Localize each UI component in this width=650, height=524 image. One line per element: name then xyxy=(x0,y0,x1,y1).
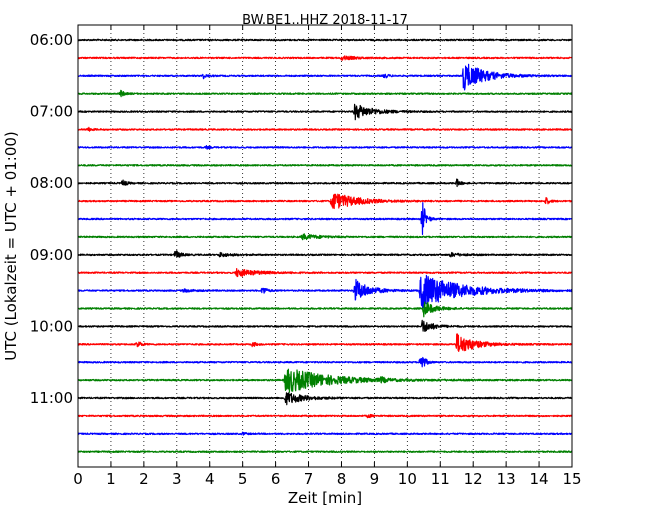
x-tick-label: 13 xyxy=(497,470,516,488)
x-tick-label: 7 xyxy=(304,470,314,488)
trace-group xyxy=(77,38,573,453)
trace-0745 xyxy=(77,164,573,167)
x-axis: 0 1 2 3 4 5 6 7 8 9 10 11 12 13 14 15 xyxy=(73,25,582,488)
y-tick-label: 08:00 xyxy=(30,174,73,192)
trace-0900 xyxy=(77,250,573,258)
trace-0930 xyxy=(77,274,573,310)
y-tick-label: 11:00 xyxy=(30,389,73,407)
x-tick-label: 1 xyxy=(106,470,116,488)
trace-0815 xyxy=(77,193,573,210)
trace-0845 xyxy=(77,233,573,241)
trace-1100 xyxy=(77,392,573,406)
trace-1145 xyxy=(77,450,573,453)
x-tick-label: 10 xyxy=(398,470,417,488)
y-axis-label: UTC (Lokalzeit = UTC + 01:00) xyxy=(2,131,20,361)
y-tick-label: 10:00 xyxy=(30,317,73,335)
x-tick-label: 5 xyxy=(238,470,248,488)
y-tick-label: 09:00 xyxy=(30,246,73,264)
x-tick-label: 8 xyxy=(337,470,347,488)
trace-0600 xyxy=(77,38,573,42)
x-tick-label: 14 xyxy=(530,470,549,488)
x-tick-label: 9 xyxy=(370,470,380,488)
trace-0615 xyxy=(77,55,573,61)
grid-lines xyxy=(110,25,540,467)
trace-1015 xyxy=(77,333,573,352)
x-tick-label: 11 xyxy=(431,470,450,488)
trace-0915 xyxy=(77,268,573,278)
x-tick-label: 15 xyxy=(562,470,581,488)
x-tick-label: 6 xyxy=(271,470,281,488)
y-axis: 06:00 07:00 08:00 09:00 10:00 11:00 xyxy=(30,31,572,407)
trace-0730 xyxy=(77,145,573,150)
trace-0630 xyxy=(77,63,573,91)
trace-0645 xyxy=(77,89,573,98)
trace-0945 xyxy=(77,301,573,318)
y-tick-label: 07:00 xyxy=(30,103,73,121)
trace-1115 xyxy=(77,413,573,419)
trace-0700 xyxy=(77,103,573,121)
x-axis-label: Zeit [min] xyxy=(288,489,362,507)
trace-1000 xyxy=(77,319,573,332)
trace-0715 xyxy=(77,126,573,132)
x-tick-label: 3 xyxy=(172,470,182,488)
trace-1130 xyxy=(77,431,573,436)
x-tick-label: 2 xyxy=(139,470,149,488)
x-tick-label: 12 xyxy=(464,470,483,488)
y-tick-label: 06:00 xyxy=(30,31,73,49)
plot-frame xyxy=(77,24,573,468)
chart-title: BW.BE1..HHZ 2018-11-17 xyxy=(242,13,408,28)
trace-1045 xyxy=(77,368,573,393)
trace-0830 xyxy=(77,202,573,235)
trace-0800 xyxy=(77,178,573,188)
trace-1030 xyxy=(77,356,573,368)
x-tick-label: 4 xyxy=(205,470,215,488)
x-tick-label: 0 xyxy=(73,470,83,488)
